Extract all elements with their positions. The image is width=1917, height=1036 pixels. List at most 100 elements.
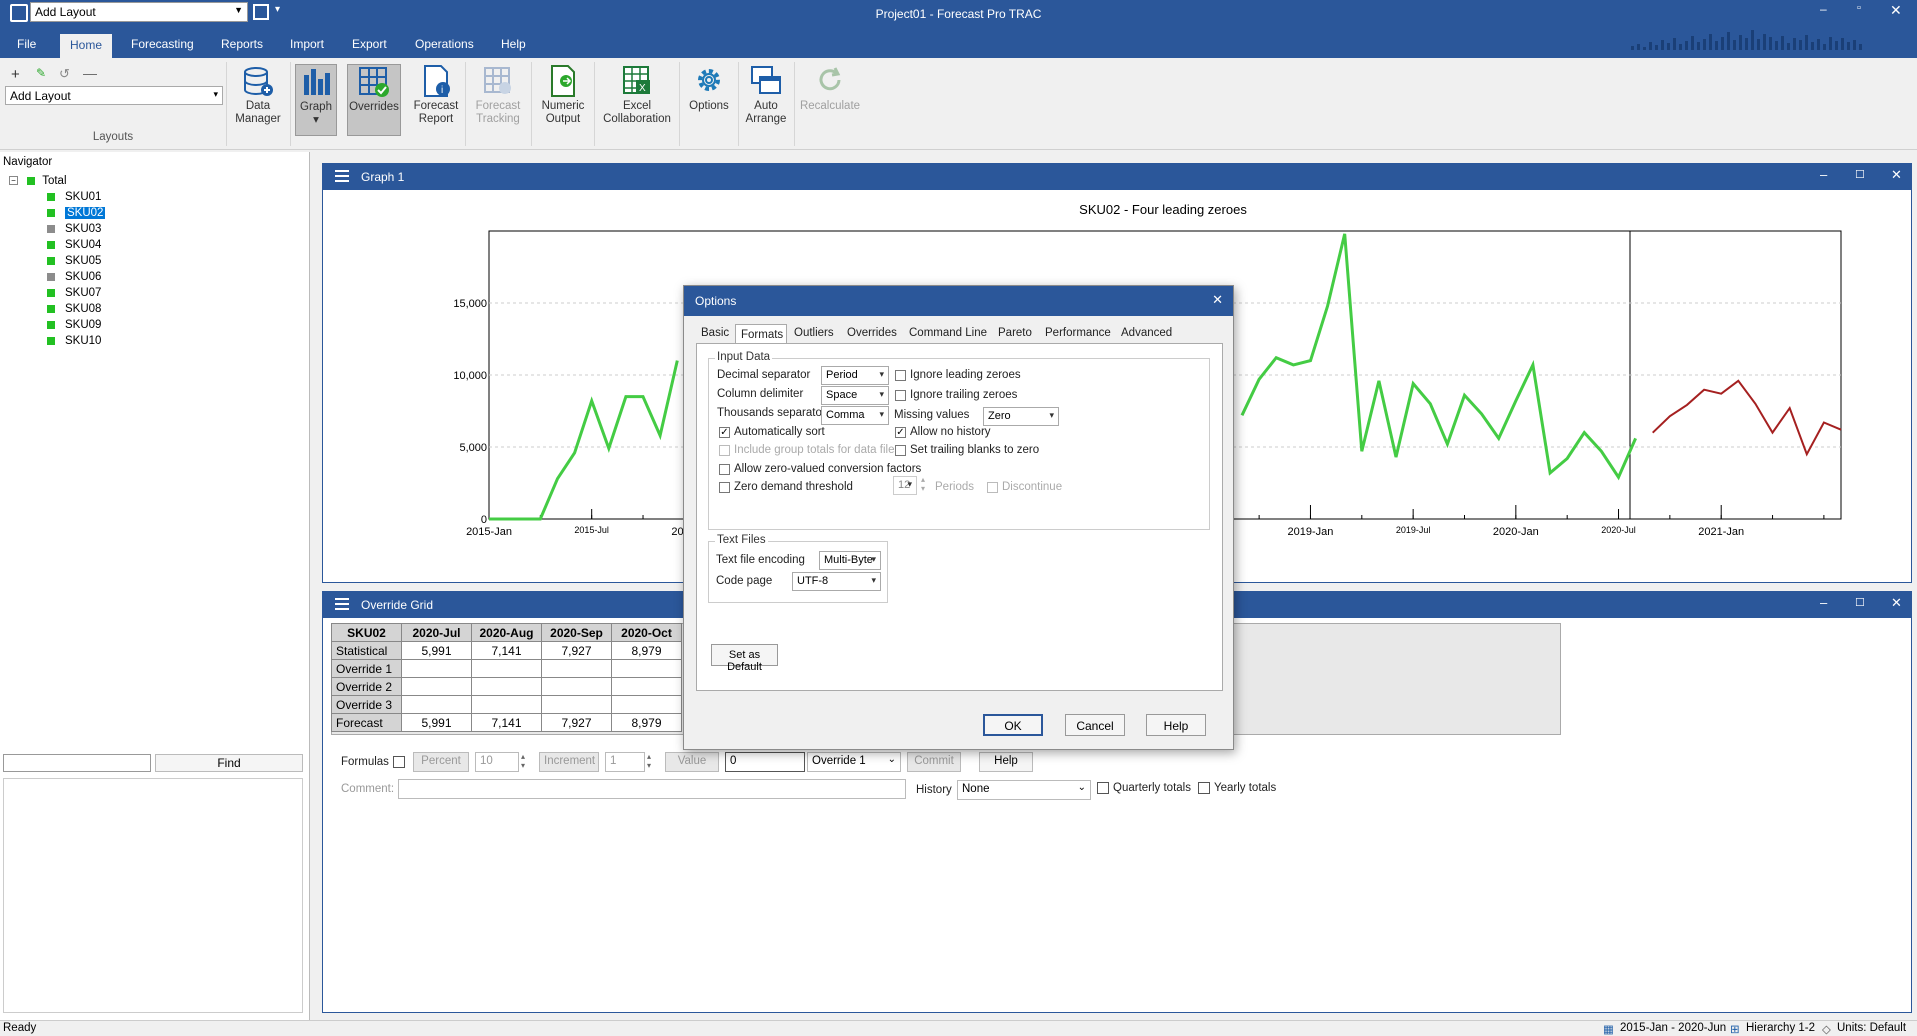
menu-file[interactable]: File (17, 37, 37, 51)
graph-button[interactable]: Graph ▾ (295, 64, 337, 136)
grid-cell[interactable]: 8,979 (611, 641, 682, 660)
auto-sort-checkbox[interactable]: ✓ (719, 427, 730, 438)
include-group-totals-checkbox[interactable] (719, 445, 730, 456)
menu-import[interactable]: Import (290, 37, 325, 51)
periods-input[interactable]: 12 (893, 476, 917, 495)
grid-cell[interactable] (471, 659, 542, 678)
set-as-default-button[interactable]: Set as Default (711, 644, 778, 673)
grid-column-header[interactable]: 2020-Oct (611, 623, 682, 642)
decimal-separator-select[interactable]: Period (821, 366, 889, 385)
menu-export[interactable]: Export (352, 37, 387, 51)
periods-spinner-icon[interactable]: ▴ ▾ (921, 475, 926, 493)
hamburger-icon[interactable] (335, 170, 349, 182)
grid-cell[interactable] (541, 677, 612, 696)
tree-item-sku06[interactable]: SKU06 (47, 270, 101, 286)
override-select[interactable]: Override 1 ⌄ (807, 752, 901, 772)
tab-performance[interactable]: Performance (1045, 327, 1111, 339)
formulas-checkbox[interactable] (393, 756, 405, 768)
panel-minimize-button[interactable]: – (1820, 595, 1828, 610)
tab-outliers[interactable]: Outliers (794, 327, 834, 339)
tab-basic[interactable]: Basic (701, 327, 730, 339)
tab-overrides[interactable]: Overrides (847, 327, 897, 339)
hamburger-icon[interactable] (335, 598, 349, 610)
dialog-help-button[interactable]: Help (1146, 714, 1206, 736)
grid-column-header[interactable]: 2020-Aug (471, 623, 542, 642)
close-window-button[interactable]: ✕ (1890, 2, 1902, 18)
grid-cell[interactable]: 7,141 (471, 713, 542, 732)
grid-help-button[interactable]: Help (979, 752, 1033, 772)
set-trailing-checkbox[interactable] (895, 445, 906, 456)
panel-maximize-button[interactable]: ☐ (1855, 169, 1865, 181)
increment-spinner-icon[interactable]: ▴ ▾ (647, 752, 652, 770)
percent-spinner-icon[interactable]: ▴ ▾ (521, 752, 526, 770)
grid-cell[interactable] (541, 695, 612, 714)
minimize-button[interactable]: – (1820, 2, 1827, 16)
grid-column-header[interactable]: 2020-Sep (541, 623, 612, 642)
grid-cell[interactable] (401, 677, 472, 696)
text-encoding-select[interactable]: Multi-Byte (819, 551, 881, 570)
tree-item-sku02[interactable]: SKU02 (47, 206, 106, 222)
panel-close-button[interactable]: ✕ (1891, 167, 1902, 182)
tree-item-sku04[interactable]: SKU04 (47, 238, 101, 254)
discontinue-checkbox[interactable] (987, 482, 998, 493)
save-icon[interactable] (10, 4, 28, 22)
allow-zero-factors-checkbox[interactable] (719, 464, 730, 475)
tree-item-sku08[interactable]: SKU08 (47, 302, 101, 318)
grid-cell[interactable]: 7,927 (541, 713, 612, 732)
grid-cell[interactable] (401, 695, 472, 714)
code-page-select[interactable]: UTF-8 (792, 572, 881, 591)
history-select[interactable]: None ⌄ (957, 780, 1091, 800)
data-manager-button[interactable]: Data Manager (230, 64, 286, 136)
thousands-separator-select[interactable]: Comma (821, 406, 889, 425)
menu-reports[interactable]: Reports (221, 37, 264, 51)
grid-cell[interactable]: 7,141 (471, 641, 542, 660)
yearly-totals-checkbox[interactable] (1198, 782, 1210, 794)
menu-home[interactable]: Home (60, 34, 112, 58)
tree-item-sku09[interactable]: SKU09 (47, 318, 101, 334)
options-button[interactable]: Options (683, 64, 735, 136)
layout-window-icon[interactable] (253, 4, 269, 20)
add-icon[interactable]: + (11, 66, 20, 83)
tree-item-sku03[interactable]: SKU03 (47, 222, 101, 238)
grid-cell[interactable] (611, 695, 682, 714)
zero-demand-checkbox[interactable] (719, 482, 730, 493)
panel-minimize-button[interactable]: – (1820, 167, 1828, 182)
tree-item-sku07[interactable]: SKU07 (47, 286, 101, 302)
grid-cell[interactable] (611, 659, 682, 678)
auto-arrange-button[interactable]: Auto Arrange (742, 64, 790, 136)
percent-button[interactable]: Percent (413, 752, 469, 772)
maximize-button[interactable]: ▫ (1857, 2, 1861, 14)
recalculate-button[interactable]: Recalculate (798, 64, 862, 136)
numeric-output-button[interactable]: Numeric Output (535, 64, 591, 136)
forecast-tracking-button[interactable]: Forecast Tracking (468, 64, 528, 136)
tree-root-total[interactable]: − Total (9, 174, 67, 190)
edit-icon[interactable]: ✎ (36, 66, 47, 80)
cancel-button[interactable]: Cancel (1065, 714, 1125, 736)
grid-cell[interactable] (541, 659, 612, 678)
tab-pareto[interactable]: Pareto (998, 327, 1032, 339)
ok-button[interactable]: OK (983, 714, 1043, 736)
increment-button[interactable]: Increment (539, 752, 599, 772)
ignore-leading-checkbox[interactable] (895, 370, 906, 381)
remove-icon[interactable]: — (83, 65, 97, 81)
forecast-report-button[interactable]: i Forecast Report (410, 64, 462, 136)
column-delimiter-select[interactable]: Space (821, 386, 889, 405)
quarterly-totals-checkbox[interactable] (1097, 782, 1109, 794)
tree-item-sku10[interactable]: SKU10 (47, 334, 101, 350)
grid-cell[interactable]: 5,991 (401, 713, 472, 732)
percent-value-input[interactable]: 10 (475, 752, 519, 772)
grid-cell[interactable] (611, 677, 682, 696)
tree-item-sku05[interactable]: SKU05 (47, 254, 101, 270)
overrides-button[interactable]: Overrides (347, 64, 401, 136)
panel-close-button[interactable]: ✕ (1891, 595, 1902, 610)
menu-operations[interactable]: Operations (415, 37, 474, 51)
missing-values-select[interactable]: Zero (983, 407, 1059, 426)
grid-cell[interactable]: 5,991 (401, 641, 472, 660)
value-button[interactable]: Value (665, 752, 719, 772)
tab-advanced[interactable]: Advanced (1121, 327, 1173, 339)
grid-cell[interactable] (471, 695, 542, 714)
layout-select[interactable]: Add Layout ▾ (5, 86, 223, 105)
value-input[interactable]: 0 (725, 752, 805, 772)
grid-cell[interactable]: 7,927 (541, 641, 612, 660)
ignore-trailing-checkbox[interactable] (895, 390, 906, 401)
